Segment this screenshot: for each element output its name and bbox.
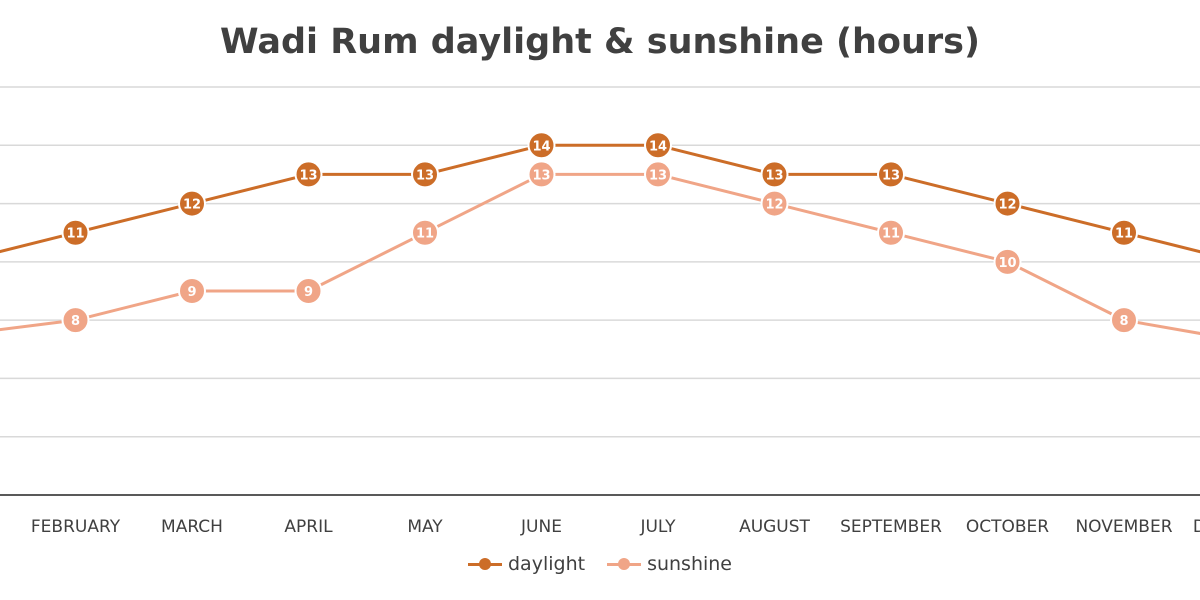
data-point-daylight: 12 [178, 189, 206, 218]
legend-label: daylight [508, 553, 586, 575]
chart-title: Wadi Rum daylight & sunshine (hours) [220, 22, 980, 62]
x-tick-label: DECEMBER [1193, 517, 1200, 537]
legend: daylight sunshine [0, 553, 1200, 575]
x-tick-label: MARCH [161, 517, 223, 537]
data-label: 14 [532, 139, 550, 154]
series-line-daylight [0, 143, 1200, 254]
data-label: 12 [183, 198, 201, 213]
legend-item-daylight: daylight [468, 553, 585, 575]
data-point-sunshine: 13 [644, 160, 672, 189]
x-tick-label: FEBRUARY [31, 517, 121, 537]
data-label: 8 [71, 314, 80, 329]
x-tick-label: APRIL [284, 517, 333, 537]
data-label: 9 [304, 285, 313, 300]
data-point-daylight: 13 [294, 160, 323, 189]
data-label: 14 [649, 139, 667, 154]
data-point-daylight: 11 [1110, 218, 1138, 247]
x-tick-labels: JANUARYFEBRUARYMARCHAPRILMAYJUNEJULYAUGU… [31, 517, 1200, 537]
series-lines [0, 143, 1200, 335]
legend-item-sunshine: sunshine [607, 553, 732, 575]
data-label: 9 [187, 285, 196, 300]
data-label: 13 [299, 168, 317, 183]
data-label: 13 [882, 168, 900, 183]
data-point-sunshine: 8 [1110, 306, 1138, 335]
data-point-daylight: 14 [527, 131, 556, 160]
data-label: 11 [66, 227, 84, 242]
data-label: 13 [765, 168, 783, 183]
data-label: 12 [998, 198, 1016, 213]
legend-marker-icon [468, 555, 502, 573]
data-label: 10 [998, 256, 1016, 271]
x-tick-label: AUGUST [739, 517, 810, 537]
data-label: 12 [765, 198, 783, 213]
data-point-sunshine: 10 [993, 247, 1022, 276]
series-line-sunshine [0, 172, 1200, 335]
x-tick-label: MAY [407, 517, 443, 537]
data-point-daylight: 13 [760, 160, 789, 189]
data-label: 13 [416, 168, 434, 183]
x-tick-label: OCTOBER [966, 517, 1049, 537]
data-label: 8 [1119, 314, 1128, 329]
data-point-daylight: 11 [61, 218, 90, 247]
legend-label: sunshine [647, 553, 732, 575]
x-tick-label: NOVEMBER [1075, 517, 1172, 537]
x-tick-label: JULY [639, 517, 676, 537]
data-label: 11 [416, 227, 434, 242]
data-point-daylight: 13 [877, 160, 905, 189]
x-tick-label: JUNE [520, 517, 562, 537]
data-point-daylight: 12 [993, 189, 1022, 218]
data-label: 11 [1115, 227, 1133, 242]
data-points: 1011121313141413131211108899111313121110… [61, 131, 1138, 335]
legend-marker-icon [607, 555, 642, 573]
data-point-sunshine: 13 [527, 160, 556, 189]
data-point-sunshine: 9 [178, 277, 206, 305]
data-label: 13 [649, 168, 667, 183]
data-label: 13 [532, 168, 550, 183]
data-label: 11 [882, 227, 900, 242]
data-point-sunshine: 12 [760, 189, 789, 218]
x-tick-label: SEPTEMBER [840, 517, 942, 537]
data-point-sunshine: 11 [877, 218, 905, 247]
data-point-daylight: 13 [411, 160, 439, 189]
data-point-sunshine: 8 [61, 306, 90, 335]
data-point-sunshine: 9 [294, 277, 323, 305]
data-point-daylight: 14 [644, 131, 672, 160]
data-point-sunshine: 11 [411, 218, 439, 247]
